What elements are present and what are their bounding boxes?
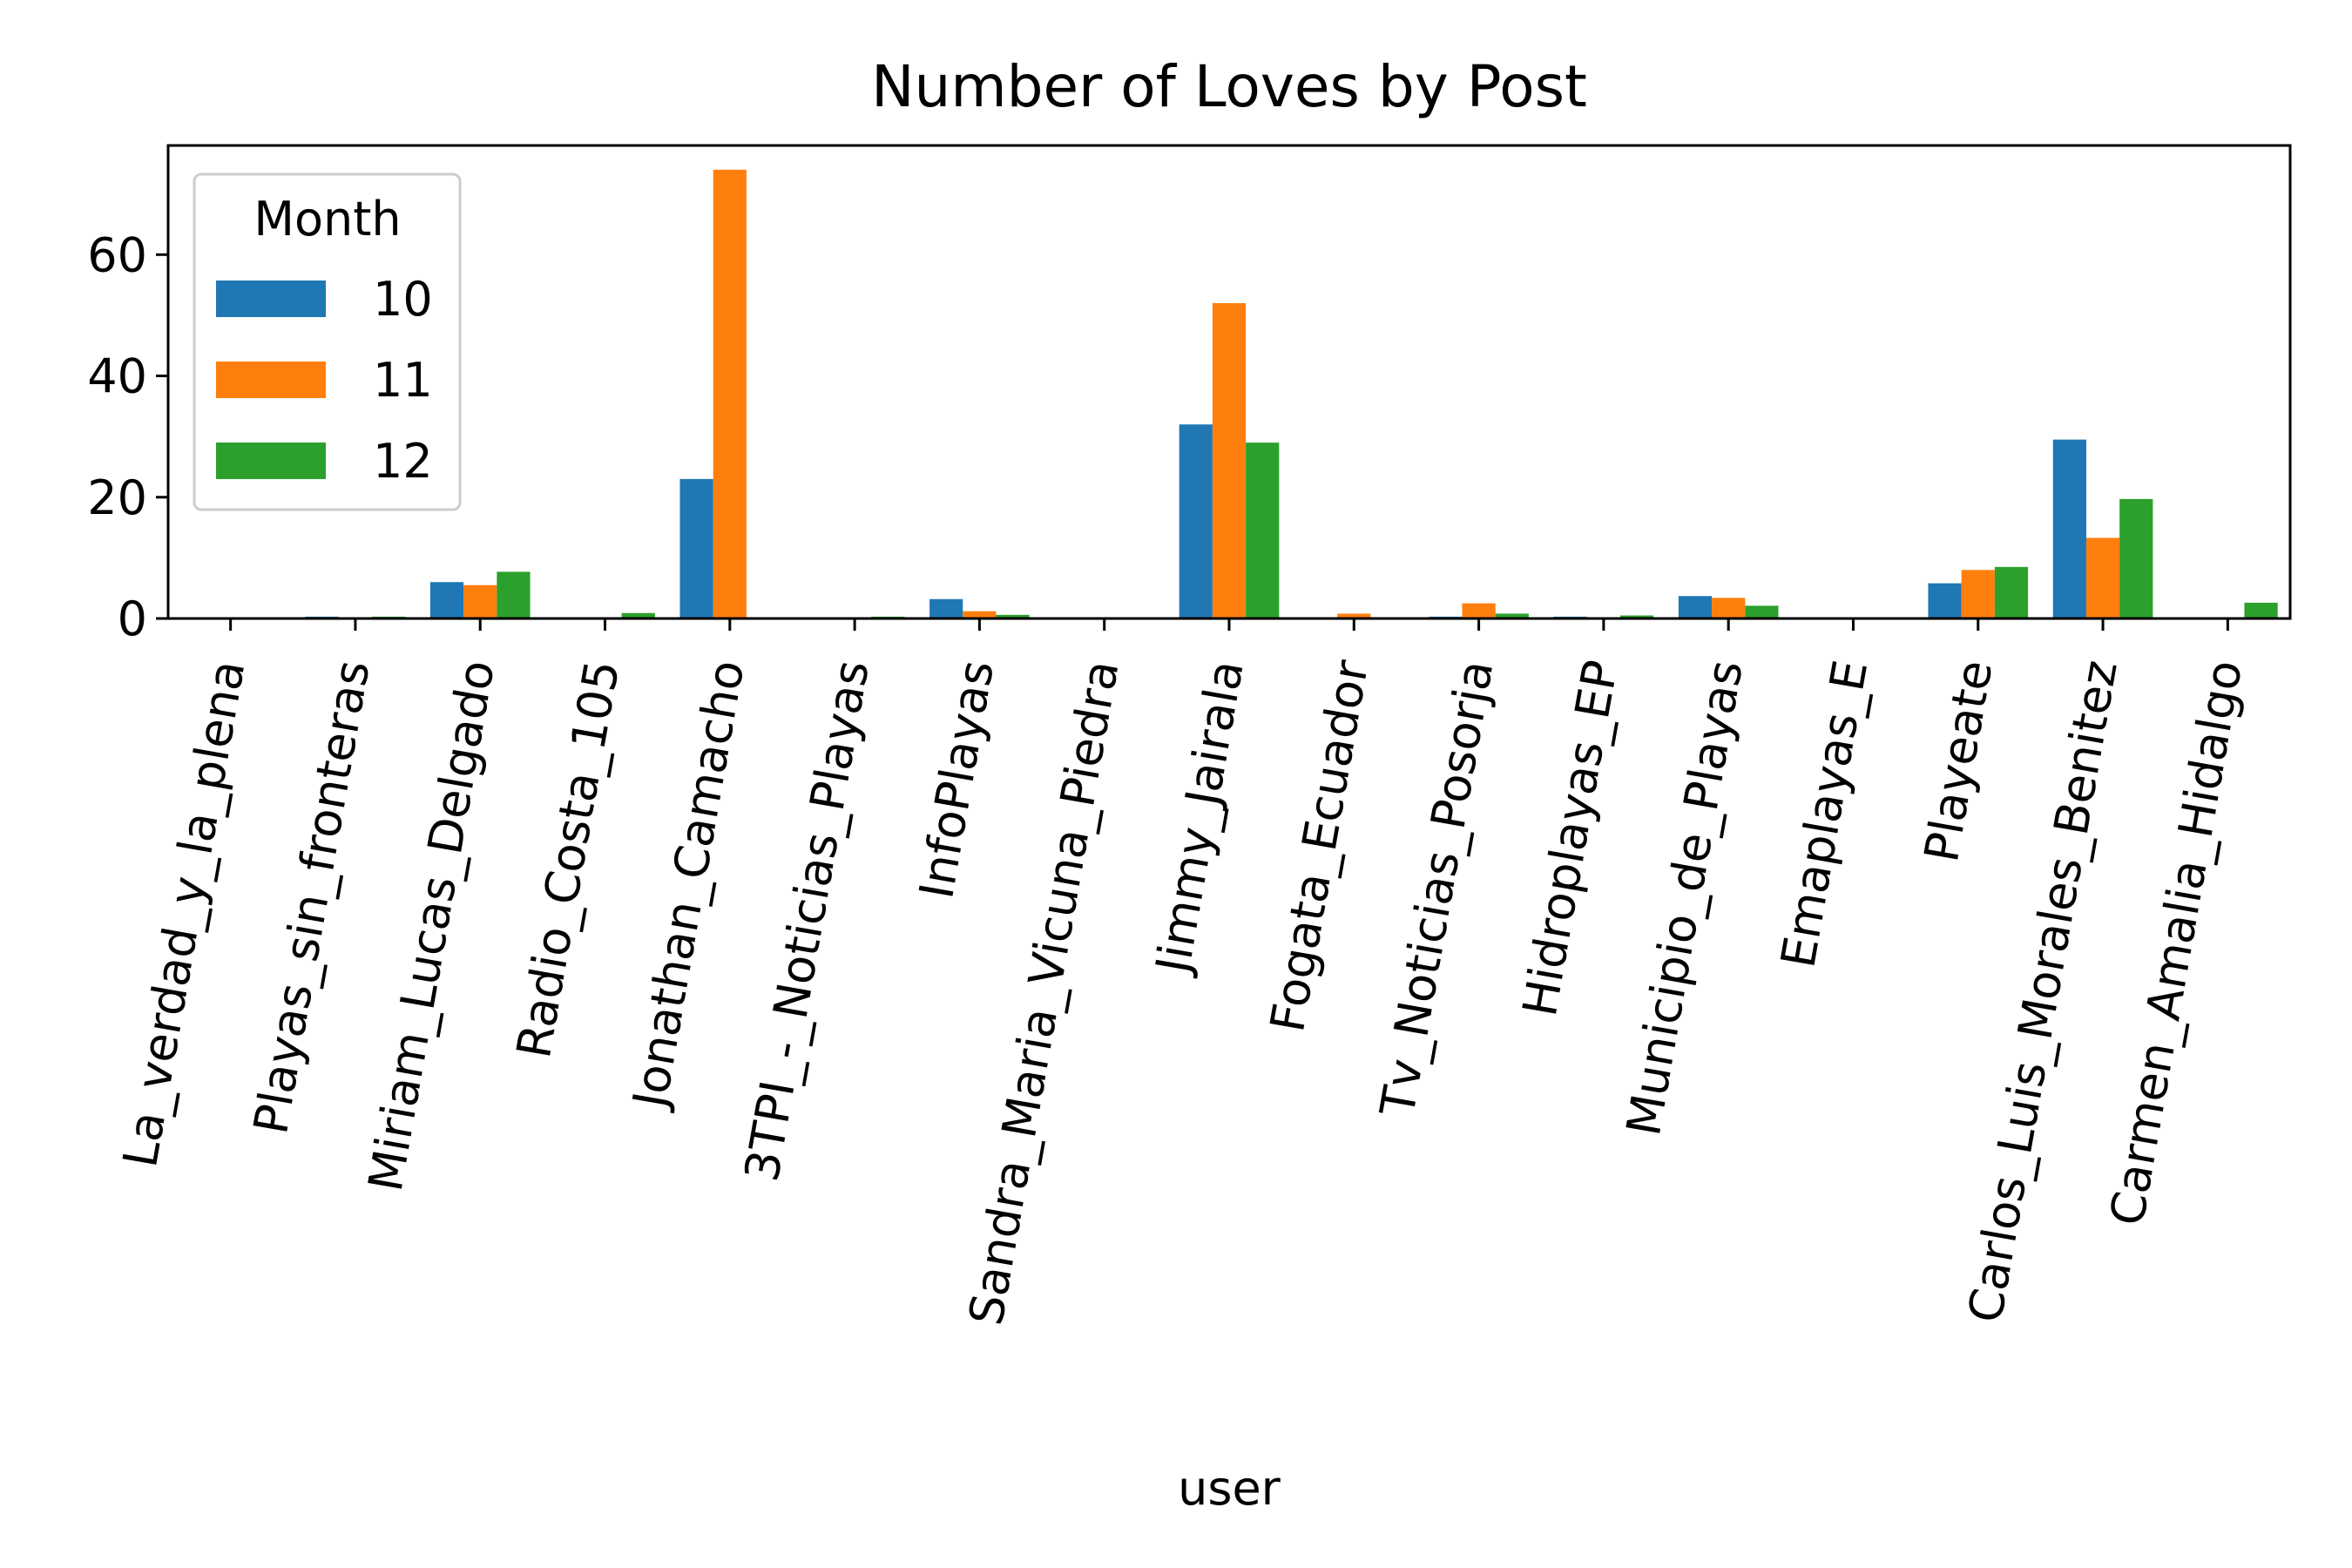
bar-municipio-de-playas-month-10 — [1678, 596, 1713, 618]
bar-miriam-lucas-delgado-month-10 — [429, 582, 464, 618]
bar-carmen-amalia-hidalgo-month-12 — [2244, 602, 2278, 618]
y-tick-label: 20 — [87, 470, 147, 525]
legend-swatch-10 — [216, 280, 326, 317]
x-axis: La_verdad_y_la_plenaPlayas_sin_fronteras… — [112, 618, 2253, 1329]
x-tick-label-playeate: Playeate — [1914, 656, 2004, 866]
x-axis-label: user — [1178, 1461, 1281, 1516]
x-tick-label-carmen-amalia-hidalgo: Carmen_Amalia_Hidalgo — [2099, 656, 2253, 1229]
bar-infoplayas-month-11 — [963, 611, 997, 618]
legend-label-11: 11 — [373, 353, 433, 408]
bar-playeate-month-10 — [1928, 583, 1962, 618]
bar-jimmy-jairala-month-11 — [1212, 303, 1247, 618]
bar-jonathan-camacho-month-10 — [679, 478, 713, 618]
x-tick-label-la-verdad-y-la-plena: La_verdad_y_la_plena — [112, 656, 255, 1171]
bar-tv-noticias-posorja-month-12 — [1495, 613, 1529, 618]
bar-municipio-de-playas-month-12 — [1745, 605, 1779, 618]
bar-radio-costa-105-month-12 — [621, 612, 655, 618]
bar-tv-noticias-posorja-month-11 — [1462, 603, 1496, 618]
bar-carlos-luis-morales-benitez-month-12 — [2119, 498, 2153, 618]
x-tick-label-jimmy-jairala: Jimmy_Jairala — [1145, 656, 1254, 979]
bars-group — [305, 169, 2278, 618]
bar-hidroplayas-ep-month-12 — [1619, 615, 1654, 618]
bar-carlos-luis-morales-benitez-month-11 — [2085, 537, 2120, 618]
bar-jimmy-jairala-month-12 — [1246, 443, 1280, 618]
x-tick-label-radio-costa-105: Radio_Costa_105 — [506, 656, 630, 1062]
bar-infoplayas-month-12 — [996, 614, 1030, 618]
bar-jonathan-camacho-month-11 — [713, 169, 747, 618]
x-tick-label-tv-noticias-posorja: Tv_Noticias_Posorja — [1369, 656, 1504, 1121]
x-tick-label-jonathan-camacho: Jonathan_Camacho — [622, 656, 755, 1113]
bar-fogata-ecuador-month-11 — [1337, 613, 1371, 618]
x-tick-label-miriam-lucas-delgado: Miriam_Lucas_Delgado — [358, 656, 505, 1195]
x-tick-label-emaplayas-e: Emaplayas_E — [1770, 656, 1878, 971]
x-tick-label-infoplayas: InfoPlayas — [909, 656, 1004, 902]
x-tick-label-hidroplayas-ep: Hidroplayas_EP — [1512, 656, 1629, 1020]
y-tick-label: 0 — [118, 591, 147, 646]
y-tick-label: 40 — [87, 349, 147, 404]
y-axis: 0 20 40 60 — [87, 227, 168, 646]
legend-label-10: 10 — [373, 272, 433, 327]
bar-miriam-lucas-delgado-month-12 — [497, 571, 531, 618]
bar-playeate-month-11 — [1961, 570, 1995, 618]
legend-box — [193, 172, 462, 511]
x-tick-label-fogata-ecuador: Fogata_Ecuador — [1260, 656, 1379, 1037]
legend: Month 10 11 12 — [193, 172, 462, 511]
bar-jimmy-jairala-month-10 — [1179, 424, 1213, 618]
bar-miriam-lucas-delgado-month-11 — [463, 585, 497, 618]
x-tick-label-municipio-de-playas: Municipio_de_Playas — [1616, 656, 1754, 1139]
legend-swatch-12 — [216, 443, 326, 479]
y-tick-label: 60 — [87, 227, 147, 282]
bar-carlos-luis-morales-benitez-month-10 — [2052, 439, 2086, 618]
legend-label-12: 12 — [373, 434, 433, 489]
bar-playeate-month-12 — [1994, 566, 2029, 618]
legend-swatch-11 — [216, 362, 326, 398]
x-tick-label-playas-sin-fronteras: Playas_sin_fronteras — [243, 656, 381, 1138]
bar-infoplayas-month-10 — [929, 598, 963, 618]
x-tick-label-3tpi-noticias-playas: 3TPI_-_Noticias_Playas — [734, 656, 880, 1185]
chart-title: Number of Loves by Post — [871, 53, 1587, 120]
bar-municipio-de-playas-month-11 — [1712, 598, 1746, 618]
legend-title: Month — [253, 192, 401, 247]
plot-frame — [166, 144, 2292, 620]
